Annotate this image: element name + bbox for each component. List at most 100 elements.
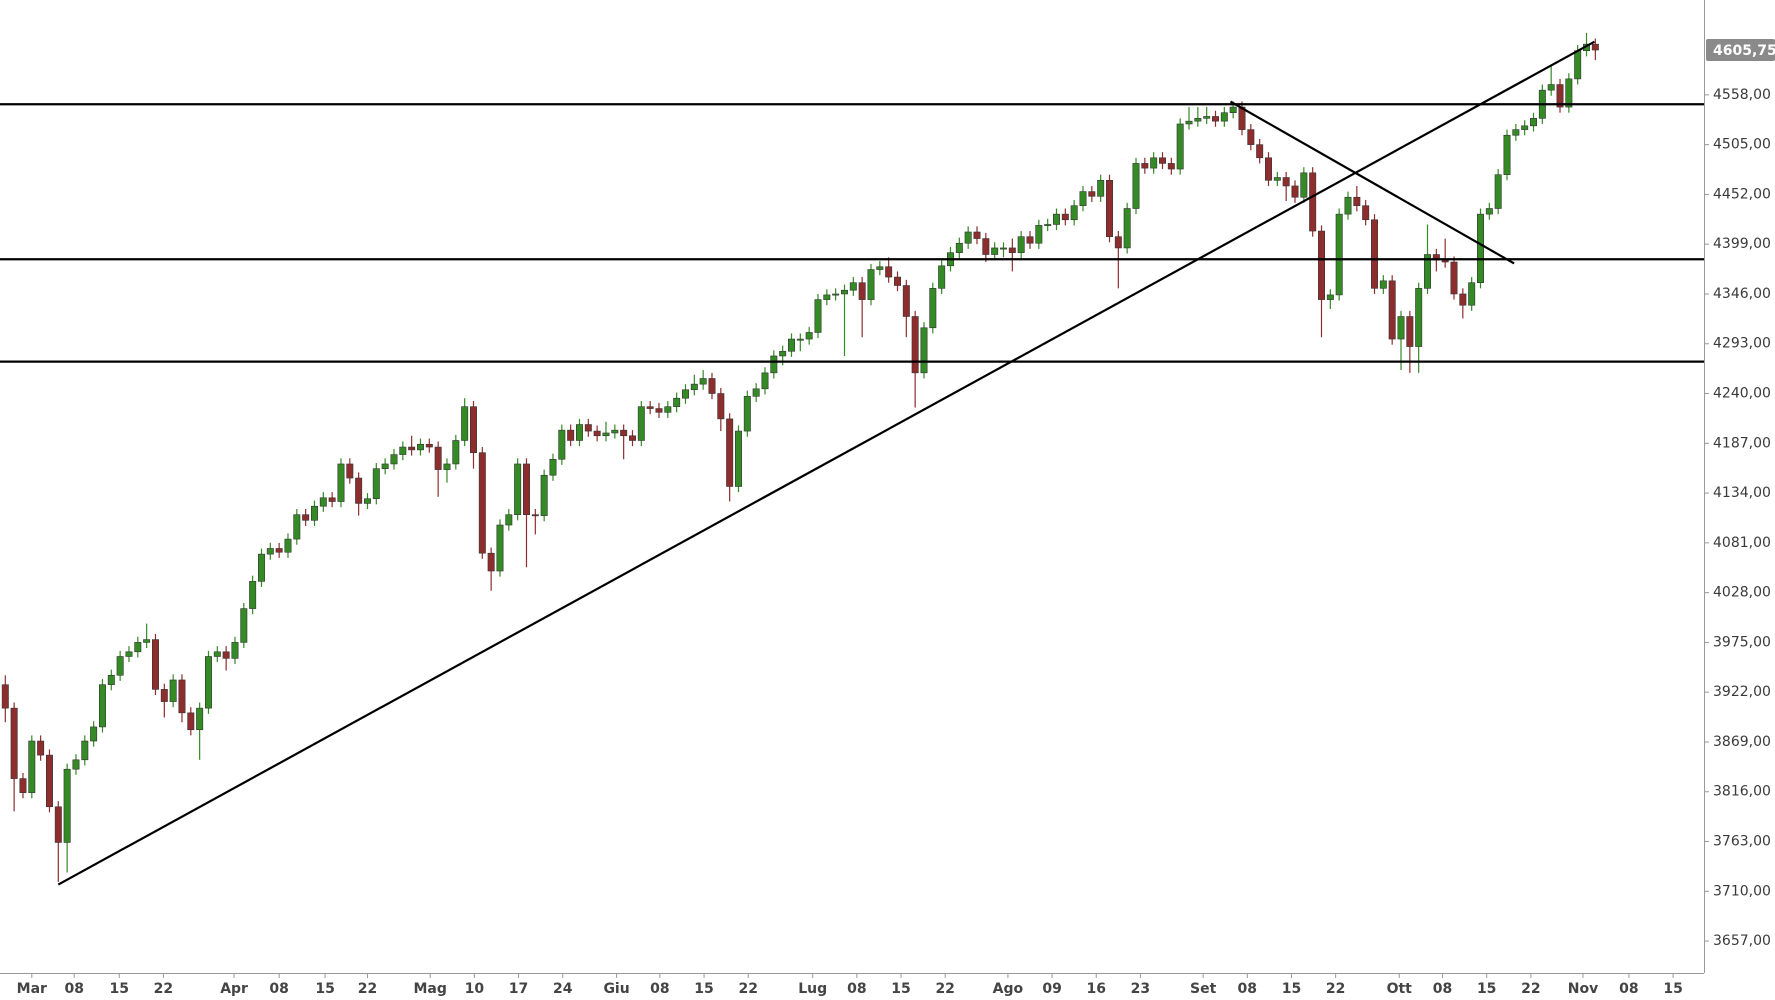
candle-body xyxy=(1424,254,1431,289)
candle-body xyxy=(629,435,636,441)
candle-body xyxy=(1256,144,1264,159)
y-tick-label: 4452,00 xyxy=(1713,186,1771,202)
y-tick-label: 3922,00 xyxy=(1713,684,1771,700)
candle-body xyxy=(1185,120,1193,125)
x-tick-label: Giu xyxy=(603,981,629,997)
candle-body xyxy=(540,474,548,516)
y-tick-label: 4028,00 xyxy=(1713,585,1771,601)
candle-body xyxy=(717,393,725,420)
candle-body xyxy=(107,674,115,685)
candle-body xyxy=(116,656,124,676)
candle-body xyxy=(761,372,769,390)
candle-body xyxy=(72,759,80,770)
candle-body xyxy=(1159,157,1166,164)
candle-body xyxy=(160,689,168,702)
candle-body xyxy=(964,231,972,244)
x-tick-label: 15 xyxy=(1663,981,1682,997)
candle-body xyxy=(973,231,981,239)
candle-body xyxy=(1344,196,1352,215)
candle-body xyxy=(1521,125,1529,130)
candle-body xyxy=(1450,261,1458,295)
candle-body xyxy=(134,642,142,653)
candle-body xyxy=(213,651,221,657)
candle-body xyxy=(408,446,416,451)
candle-body xyxy=(45,754,53,808)
y-tick-label: 3816,00 xyxy=(1713,784,1771,800)
candle-body xyxy=(222,651,230,659)
y-tick-label: 3763,00 xyxy=(1713,834,1771,850)
candle-body xyxy=(1008,247,1016,253)
x-tick-label: Ago xyxy=(993,981,1024,997)
candle-body xyxy=(682,389,689,399)
candle-body xyxy=(1556,84,1564,108)
candle-body xyxy=(1371,219,1378,289)
x-tick-label: 22 xyxy=(1326,981,1345,997)
last-price-label: 4605,75 xyxy=(1713,43,1775,59)
y-tick-label: 4346,00 xyxy=(1713,286,1771,302)
candle-body xyxy=(620,429,628,437)
x-tick-label: 15 xyxy=(1477,981,1496,997)
candle-body xyxy=(1415,288,1423,347)
candle-body xyxy=(752,388,760,397)
candle-body xyxy=(1318,230,1325,300)
trend-line xyxy=(57,40,1595,886)
x-tick-label: 23 xyxy=(1131,981,1150,997)
x-tick-label: 08 xyxy=(64,981,83,997)
candle-body xyxy=(1229,106,1237,114)
x-tick-label: 08 xyxy=(650,981,669,997)
candle-body xyxy=(805,332,813,340)
candle-body xyxy=(204,656,212,709)
candle-body xyxy=(1362,205,1370,221)
y-tick-label: 4293,00 xyxy=(1713,336,1771,352)
x-tick-label: 08 xyxy=(847,981,866,997)
candle-body xyxy=(63,768,71,843)
candle-body xyxy=(690,383,698,391)
x-tick-label: Set xyxy=(1190,981,1217,997)
candle-body xyxy=(1053,213,1060,225)
x-tick-label: Mag xyxy=(413,981,446,997)
candle-body xyxy=(302,514,310,521)
candle-body xyxy=(920,327,928,374)
x-tick-label: 15 xyxy=(694,981,713,997)
candle-body xyxy=(673,397,681,407)
candle-body xyxy=(1406,316,1414,347)
candle-body xyxy=(796,338,804,341)
candle-body xyxy=(1194,118,1202,122)
trend-line xyxy=(1229,100,1515,265)
x-tick-label: 15 xyxy=(110,981,129,997)
candle-body xyxy=(823,294,831,300)
candle-body xyxy=(1494,174,1502,209)
candle-body xyxy=(1265,157,1272,181)
candle-body xyxy=(849,282,857,291)
candle-body xyxy=(1167,163,1175,170)
candle-body xyxy=(98,684,106,728)
candle-body xyxy=(355,477,363,504)
candle-body xyxy=(1070,205,1078,221)
candle-body xyxy=(178,679,186,714)
x-tick-label: 10 xyxy=(465,981,485,997)
candle-body xyxy=(275,548,283,553)
candle-body xyxy=(505,514,513,526)
candle-body xyxy=(1132,163,1140,209)
candle-body xyxy=(346,463,354,479)
candle-body xyxy=(81,740,89,761)
y-tick-label: 4187,00 xyxy=(1713,435,1771,451)
y-tick-label: 3975,00 xyxy=(1713,634,1771,650)
candle-body xyxy=(328,497,336,502)
candle-body xyxy=(593,430,601,437)
y-tick-label: 4399,00 xyxy=(1713,236,1771,252)
x-tick-label: 22 xyxy=(358,981,377,997)
candle-body xyxy=(938,265,946,289)
candle-body xyxy=(1097,180,1105,197)
candle-body xyxy=(1088,191,1096,197)
candle-body xyxy=(1061,213,1069,221)
candle-body xyxy=(1468,282,1476,306)
candle-body xyxy=(611,429,619,434)
candle-body xyxy=(249,581,257,609)
candle-body xyxy=(1530,118,1537,127)
candle-body xyxy=(567,429,575,441)
candle-body xyxy=(841,289,848,295)
candle-body xyxy=(231,642,239,659)
